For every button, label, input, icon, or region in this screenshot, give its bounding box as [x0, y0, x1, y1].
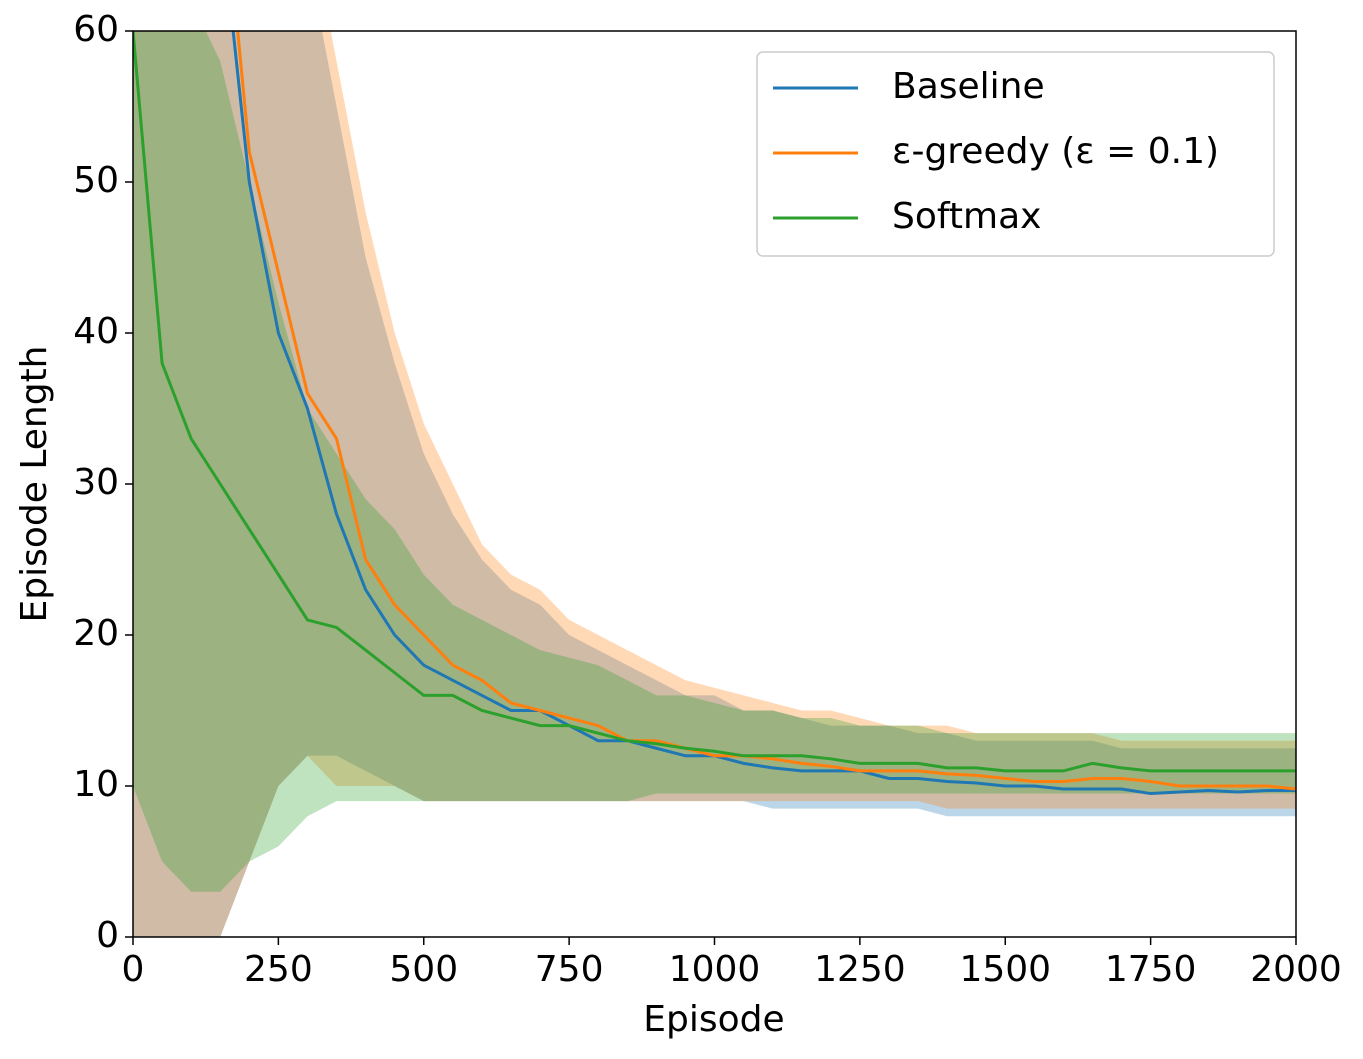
x-tick-label: 1000	[669, 949, 761, 990]
y-axis-label: Episode Length	[14, 346, 55, 623]
x-axis-label: Episode	[643, 999, 784, 1040]
x-tick-label: 1750	[1105, 949, 1197, 990]
x-tick-label: 2000	[1250, 949, 1342, 990]
legend-label: ε-greedy (ε = 0.1)	[892, 131, 1219, 172]
x-tick-label: 1500	[959, 949, 1051, 990]
y-tick-label: 30	[73, 462, 119, 503]
y-tick-label: 50	[73, 160, 119, 201]
confidence-band	[133, 31, 1296, 937]
y-tick-label: 60	[73, 9, 119, 50]
plot-area	[133, 31, 1296, 937]
confidence-band	[133, 31, 1296, 892]
y-tick-label: 20	[73, 613, 119, 654]
x-tick-label: 500	[389, 949, 458, 990]
y-tick-label: 10	[73, 764, 119, 805]
y-tick-label: 40	[73, 311, 119, 352]
y-tick-label: 0	[96, 915, 119, 956]
legend-label: Softmax	[892, 196, 1041, 237]
confidence-band	[133, 31, 1296, 937]
series-line	[133, 31, 1296, 773]
x-tick-label: 750	[535, 949, 604, 990]
x-tick-label: 250	[244, 949, 313, 990]
legend-label: Baseline	[892, 66, 1045, 107]
x-tick-label: 1250	[814, 949, 906, 990]
x-tick-label: 0	[122, 949, 145, 990]
legend-box	[756, 51, 1275, 257]
series-line	[236, 31, 1296, 791]
